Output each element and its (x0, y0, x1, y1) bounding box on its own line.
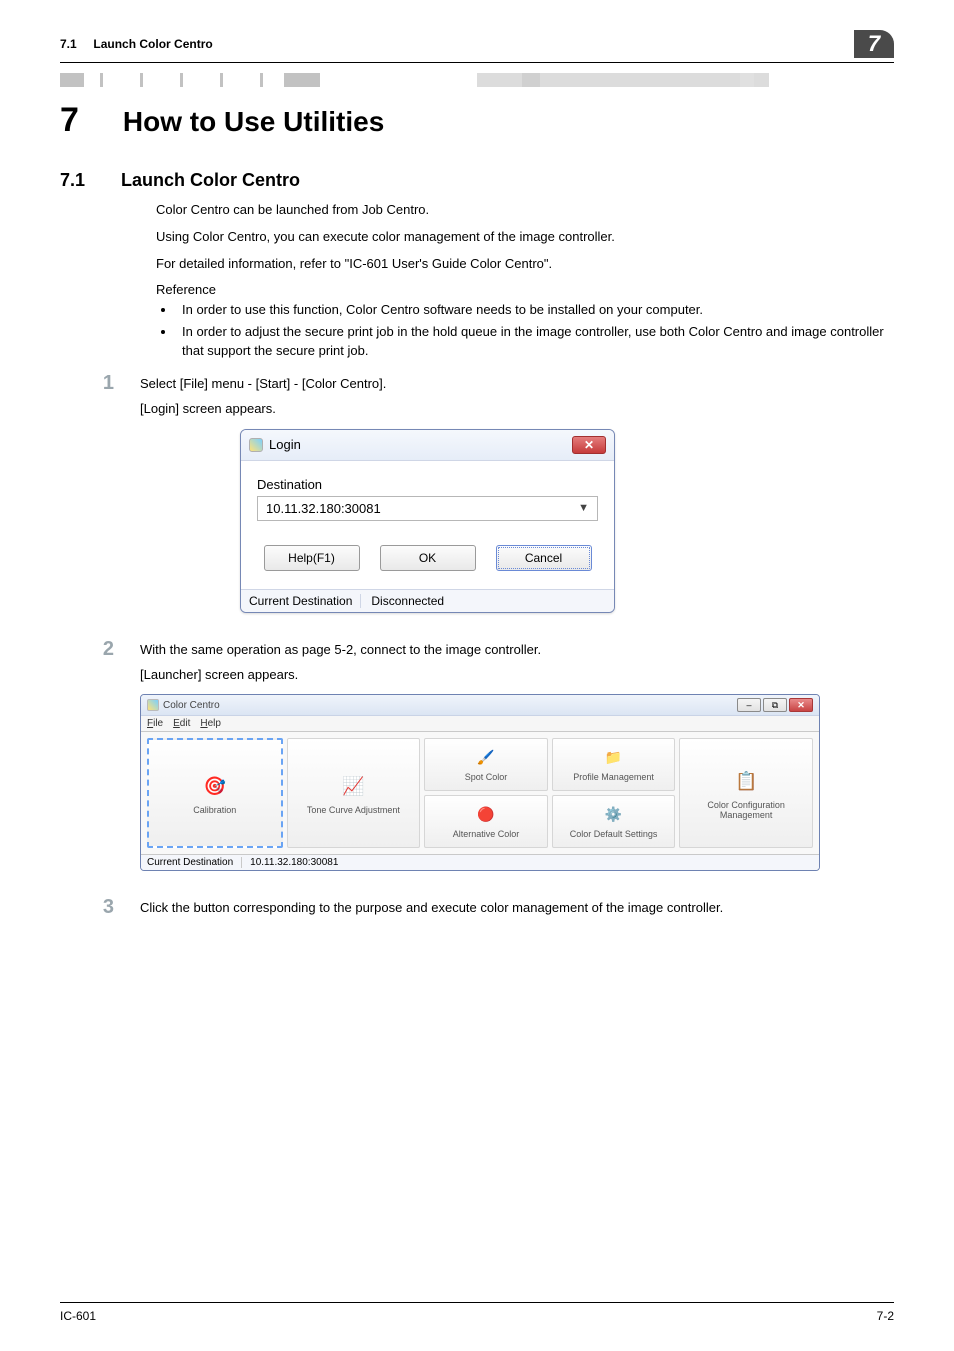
menu-help[interactable]: Help (200, 718, 221, 729)
crumb-title: Launch Color Centro (93, 37, 212, 51)
launcher-maximize-button[interactable]: ⧉ (763, 698, 787, 712)
footer-right: 7-2 (877, 1309, 894, 1323)
tile-color-defaults[interactable]: ⚙️ Color Default Settings (552, 795, 676, 848)
footer-left: IC-601 (60, 1309, 96, 1323)
chapter-badge: 7 (854, 30, 894, 58)
chapter-number: 7 (60, 101, 79, 140)
login-title-text: Login (269, 437, 301, 452)
ok-button[interactable]: OK (380, 545, 476, 571)
intro-p3: For detailed information, refer to "IC-6… (156, 255, 894, 274)
launcher-menubar: File Edit Help (141, 716, 819, 732)
login-titlebar: Login ✕ (241, 430, 614, 461)
step-num-2: 2 (90, 639, 114, 890)
destination-label: Destination (257, 477, 598, 492)
launcher-close-button[interactable]: ✕ (789, 698, 813, 712)
tile-calibration-label: Calibration (193, 805, 236, 815)
spot-color-icon: 🖌️ (476, 748, 496, 768)
help-button[interactable]: Help(F1) (264, 545, 360, 571)
menu-file[interactable]: File (147, 718, 163, 729)
crumb-section: 7.1 (60, 37, 77, 51)
step-2-text: With the same operation as page 5-2, con… (140, 641, 894, 660)
page-footer: IC-601 7-2 (60, 1302, 894, 1323)
bullet-2: In order to adjust the secure print job … (176, 323, 894, 361)
launcher-title-text: Color Centro (163, 700, 220, 711)
tile-profile-mgmt-label: Profile Management (573, 772, 654, 782)
chevron-down-icon: ▼ (578, 502, 589, 514)
reference-label: Reference (156, 282, 894, 297)
tile-color-defaults-label: Color Default Settings (570, 829, 658, 839)
step-1-sub: [Login] screen appears. (140, 400, 894, 419)
step-2-sub: [Launcher] screen appears. (140, 666, 894, 685)
reference-bullets: In order to use this function, Color Cen… (176, 301, 894, 362)
destination-combobox[interactable]: 10.11.32.180:30081 ▼ (257, 496, 598, 521)
tile-tone-curve-label: Tone Curve Adjustment (307, 805, 400, 815)
chapter-title-text: How to Use Utilities (123, 106, 384, 138)
step-3-text: Click the button corresponding to the pu… (140, 899, 894, 918)
color-config-icon: 📋 (731, 766, 761, 796)
intro-p2: Using Color Centro, you can execute colo… (156, 228, 894, 247)
calibration-icon: 🎯 (200, 771, 230, 801)
step-num-3: 3 (90, 897, 114, 924)
profile-mgmt-icon: 📁 (604, 748, 624, 768)
bullet-1: In order to use this function, Color Cen… (176, 301, 894, 320)
tile-color-config-label: Color Configuration Management (684, 800, 808, 820)
launcher-status-value: 10.11.32.180:30081 (250, 857, 338, 868)
step-num-1: 1 (90, 373, 114, 631)
tile-spot-color[interactable]: 🖌️ Spot Color (424, 738, 548, 791)
section-number: 7.1 (60, 170, 85, 191)
tile-alt-color-label: Alternative Color (453, 829, 520, 839)
login-app-icon (249, 438, 263, 452)
section-title-text: Launch Color Centro (121, 170, 300, 191)
cancel-button[interactable]: Cancel (496, 545, 592, 571)
login-statusbar: Current Destination Disconnected (241, 589, 614, 612)
step-1-text: Select [File] menu - [Start] - [Color Ce… (140, 375, 894, 394)
menu-edit[interactable]: Edit (173, 718, 190, 729)
tile-spot-color-label: Spot Color (465, 772, 508, 782)
intro-p1: Color Centro can be launched from Job Ce… (156, 201, 894, 220)
login-status-label: Current Destination (249, 594, 361, 608)
launcher-window: Color Centro – ⧉ ✕ File Edit Help 🎯 (140, 694, 820, 871)
launcher-status-label: Current Destination (147, 857, 242, 868)
destination-value: 10.11.32.180:30081 (266, 501, 381, 516)
color-defaults-icon: ⚙️ (604, 805, 624, 825)
login-status-value: Disconnected (371, 594, 444, 608)
login-dialog: Login ✕ Destination 10.11.32.180:30081 ▼… (240, 429, 615, 613)
tile-color-config[interactable]: 📋 Color Configuration Management (679, 738, 813, 848)
tile-calibration[interactable]: 🎯 Calibration (147, 738, 283, 848)
launcher-statusbar: Current Destination 10.11.32.180:30081 (141, 854, 819, 870)
tile-alt-color[interactable]: 🔴 Alternative Color (424, 795, 548, 848)
alt-color-icon: 🔴 (476, 805, 496, 825)
launcher-app-icon (147, 699, 159, 711)
tone-curve-icon: 📈 (338, 771, 368, 801)
launcher-body: 🎯 Calibration 📈 Tone Curve Adjustment 🖌️… (141, 732, 819, 854)
tile-tone-curve[interactable]: 📈 Tone Curve Adjustment (287, 738, 421, 848)
login-close-button[interactable]: ✕ (572, 436, 606, 454)
decorative-tickbar (60, 73, 894, 87)
breadcrumb: 7.1 Launch Color Centro (60, 37, 213, 51)
tile-profile-mgmt[interactable]: 📁 Profile Management (552, 738, 676, 791)
launcher-titlebar: Color Centro – ⧉ ✕ (141, 695, 819, 716)
launcher-minimize-button[interactable]: – (737, 698, 761, 712)
